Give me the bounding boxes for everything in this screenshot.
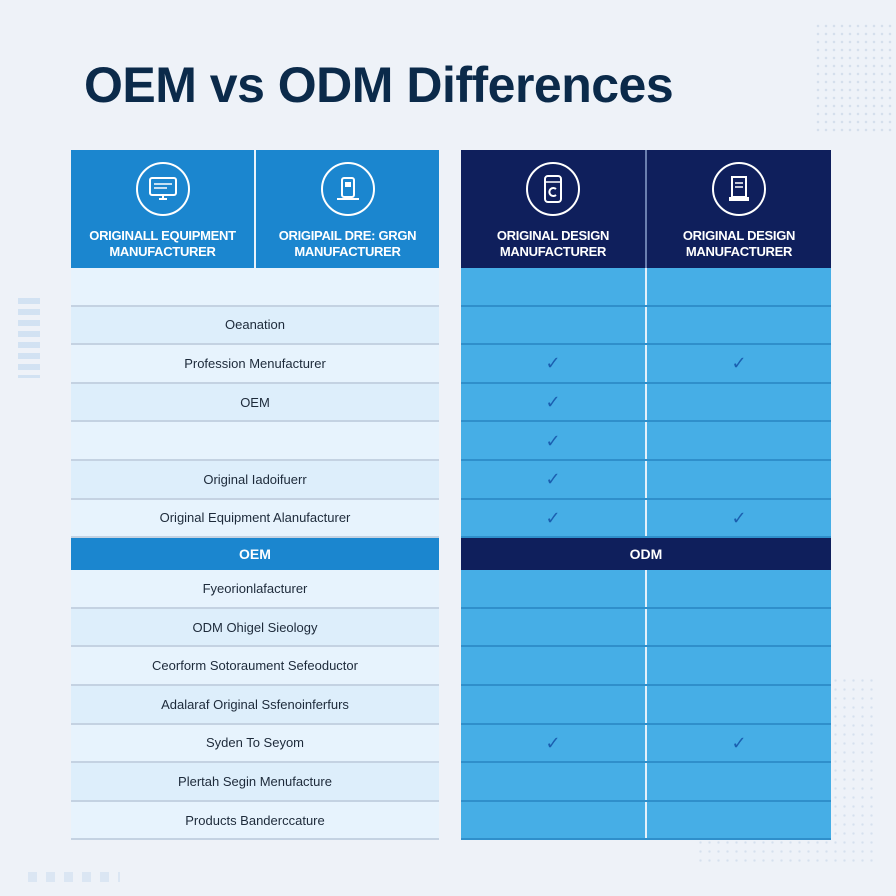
check-icon: ✓	[731, 353, 747, 374]
table-row	[461, 570, 831, 609]
check-cell	[461, 802, 645, 839]
oem-section-band: OEM	[71, 538, 439, 571]
odm-header-cell: ORIGINAL DESIGN MANUFACTURER	[461, 150, 645, 268]
table-row: Oeanation	[71, 306, 439, 346]
table-row: Fyeorionlafacturer	[71, 570, 439, 609]
document-icon	[712, 162, 766, 216]
table-row: Plertah Segin Menufacture	[71, 763, 439, 802]
table-row: ✓	[461, 460, 831, 500]
check-icon: ✓	[731, 732, 747, 753]
odm-rows-bottom: ✓ ✓	[461, 570, 831, 841]
check-icon: ✓	[545, 507, 561, 528]
check-icon: ✓	[545, 353, 561, 374]
table-row: Original Equipment Alanufacturer	[71, 499, 439, 539]
check-icon: ✓	[731, 507, 747, 528]
check-icon: ✓	[545, 732, 561, 753]
odm-header-label: ORIGINAL DESIGN MANUFACTURER	[496, 228, 610, 259]
table-row	[461, 685, 831, 725]
table-row: Syden To Seyom	[71, 724, 439, 764]
page-title: OEM vs ODM Differences	[84, 57, 674, 113]
table-row	[461, 306, 831, 346]
check-cell	[645, 460, 831, 498]
oem-header-cell: ORIGIPAIL DRE: GRGN MANUFACTURER	[254, 150, 439, 268]
oem-header-cell: ORIGINALL EQUIPMENT MANUFACTURER	[71, 150, 254, 268]
check-cell	[645, 685, 831, 723]
check-icon: ✓	[545, 392, 561, 413]
table-row: ✓	[461, 422, 831, 461]
check-cell	[461, 570, 645, 607]
check-cell: ✓	[461, 384, 645, 421]
check-cell	[645, 801, 831, 839]
table-row: Products Banderccature	[71, 801, 439, 841]
check-cell: ✓	[645, 724, 831, 762]
oem-rows-top: Oeanation Profession Menufacturer OEM Or…	[71, 268, 439, 539]
decorative-dots-top	[814, 22, 892, 132]
check-cell: ✓	[461, 461, 645, 498]
odm-header-cell: ORIGINAL DESIGN MANUFACTURER	[645, 150, 831, 268]
device-icon	[320, 162, 375, 216]
cup-icon	[526, 162, 580, 216]
table-row	[461, 763, 831, 802]
check-cell	[461, 686, 645, 723]
table-row	[71, 268, 439, 307]
check-cell	[645, 268, 831, 305]
table-row: ✓ ✓	[461, 499, 831, 539]
table-row	[71, 422, 439, 461]
check-cell	[461, 763, 645, 800]
odm-table: ORIGINAL DESIGN MANUFACTURER ORIGINAL DE…	[461, 150, 831, 841]
table-row: ODM Ohigel Sieology	[71, 608, 439, 648]
table-row: ✓ ✓	[461, 724, 831, 764]
check-cell	[461, 647, 645, 684]
table-row: Profession Menufacturer	[71, 345, 439, 384]
table-row: Original Iadoifuerr	[71, 460, 439, 500]
check-cell	[645, 647, 831, 684]
odm-header-label: ORIGINAL DESIGN MANUFACTURER	[682, 228, 796, 259]
check-cell	[645, 608, 831, 646]
table-row: ✓ ✓	[461, 345, 831, 384]
check-cell: ✓	[645, 345, 831, 382]
table-row: OEM	[71, 383, 439, 423]
oem-header-label: ORIGIPAIL DRE: GRGN MANUFACTURER	[278, 228, 417, 259]
check-cell	[461, 307, 645, 344]
check-cell	[645, 570, 831, 607]
check-cell	[645, 306, 831, 344]
check-cell	[645, 383, 831, 421]
table-row	[461, 608, 831, 648]
oem-table: ORIGINALL EQUIPMENT MANUFACTURER ORIGIPA…	[71, 150, 439, 841]
table-row: Adalaraf Original Ssfenoinferfurs	[71, 685, 439, 725]
table-row	[461, 647, 831, 686]
table-row: Ceorform Sotoraument Sefeoductor	[71, 647, 439, 686]
odm-header: ORIGINAL DESIGN MANUFACTURER ORIGINAL DE…	[461, 150, 831, 268]
decorative-stripes	[18, 298, 40, 378]
check-cell: ✓	[645, 499, 831, 537]
check-icon: ✓	[545, 469, 561, 490]
oem-header-label: ORIGINALL EQUIPMENT MANUFACTURER	[89, 228, 236, 259]
oem-rows-bottom: Fyeorionlafacturer ODM Ohigel Sieology C…	[71, 570, 439, 841]
check-cell: ✓	[461, 500, 645, 537]
check-cell: ✓	[461, 725, 645, 762]
oem-header: ORIGINALL EQUIPMENT MANUFACTURER ORIGIPA…	[71, 150, 439, 268]
check-cell	[645, 763, 831, 800]
table-row: ✓	[461, 383, 831, 423]
monitor-icon	[135, 162, 190, 216]
decorative-bar	[28, 872, 120, 882]
check-icon: ✓	[545, 430, 561, 451]
check-cell: ✓	[461, 422, 645, 459]
table-row	[461, 801, 831, 841]
check-cell	[461, 609, 645, 646]
odm-section-band: ODM	[461, 538, 831, 571]
check-cell	[645, 422, 831, 459]
check-cell: ✓	[461, 345, 645, 382]
table-row	[461, 268, 831, 307]
odm-rows-top: ✓ ✓ ✓ ✓ ✓ ✓ ✓	[461, 268, 831, 539]
check-cell	[461, 268, 645, 305]
